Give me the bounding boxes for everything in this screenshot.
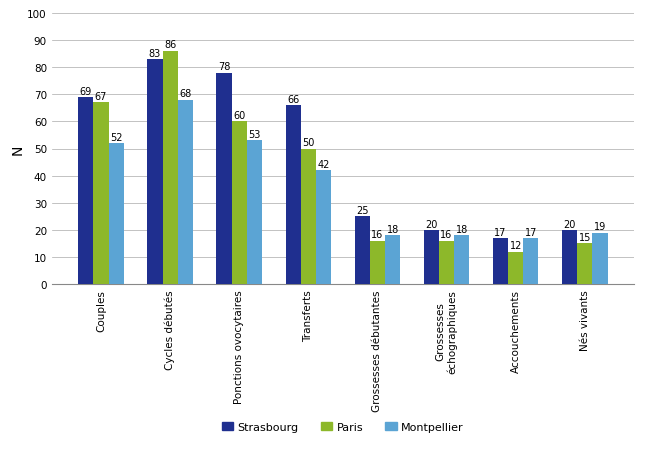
Bar (424, 230, 439, 285)
Legend: Strasbourg, Paris, Montpellier: Strasbourg, Paris, Montpellier (218, 417, 468, 436)
Text: 20: 20 (564, 219, 576, 229)
Text: 25: 25 (356, 206, 369, 216)
Bar (385, 236, 400, 285)
Bar (439, 241, 454, 285)
Text: 60: 60 (233, 111, 245, 121)
Bar (93, 103, 109, 285)
Text: 18: 18 (386, 224, 399, 235)
Text: 20: 20 (425, 219, 437, 229)
Bar (562, 230, 577, 285)
Text: 68: 68 (179, 89, 192, 99)
Text: 17: 17 (494, 227, 507, 237)
Text: 12: 12 (509, 241, 522, 251)
Bar (493, 239, 508, 285)
Bar (523, 239, 538, 285)
Text: 16: 16 (441, 230, 453, 240)
Bar (232, 122, 247, 285)
Bar (162, 52, 178, 285)
Text: 53: 53 (248, 130, 261, 140)
Bar (148, 60, 162, 285)
Text: 66: 66 (287, 95, 300, 105)
Text: 86: 86 (164, 40, 176, 50)
Bar (577, 244, 593, 285)
Bar (316, 171, 331, 285)
Text: 69: 69 (80, 86, 92, 96)
Bar (370, 241, 385, 285)
Bar (301, 149, 316, 285)
Text: 78: 78 (218, 62, 230, 72)
Text: 16: 16 (371, 230, 384, 240)
Text: 50: 50 (302, 138, 314, 148)
Bar (217, 73, 232, 285)
Bar (178, 101, 193, 285)
Bar (508, 252, 523, 285)
Bar (285, 106, 301, 285)
Text: 18: 18 (455, 224, 468, 235)
Text: 42: 42 (318, 160, 330, 169)
Bar (247, 141, 262, 285)
Text: 83: 83 (149, 49, 161, 58)
Bar (78, 98, 93, 285)
Bar (593, 233, 608, 285)
Bar (355, 217, 370, 285)
Text: 52: 52 (110, 133, 122, 142)
Bar (454, 236, 469, 285)
Text: 19: 19 (594, 222, 606, 232)
Text: 17: 17 (525, 227, 537, 237)
Bar (109, 144, 124, 285)
Y-axis label: N: N (10, 144, 25, 154)
Text: 67: 67 (95, 92, 107, 102)
Text: 15: 15 (578, 233, 591, 243)
